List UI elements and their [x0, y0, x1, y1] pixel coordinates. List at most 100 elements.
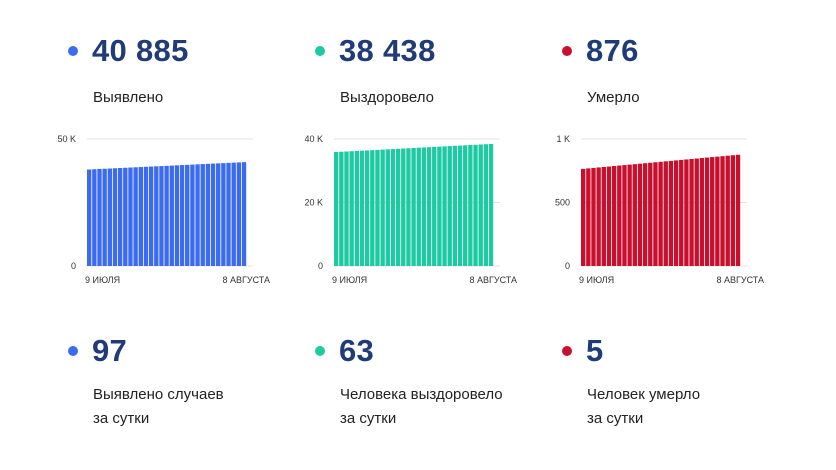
- died-bar: [673, 160, 679, 266]
- recovered-label: Выздоровело: [340, 89, 435, 106]
- detected-bar: [128, 167, 133, 266]
- detected-bar: [138, 167, 143, 266]
- died-bar: [622, 165, 627, 266]
- died-bar: [658, 161, 663, 266]
- recovered-bar: [401, 148, 406, 266]
- detected-bar: [92, 169, 97, 266]
- died-ytick-label: 500: [555, 198, 570, 208]
- recovered-bar: [432, 146, 437, 266]
- recovered-dot-icon: [315, 46, 325, 56]
- detected-ytick-label: 0: [71, 261, 76, 271]
- recovered-daily-label-line1: Человека выздоровело: [340, 386, 503, 403]
- died-bar: [735, 154, 741, 266]
- detected-bar: [210, 163, 216, 266]
- died-bar: [611, 166, 617, 266]
- died-bar: [668, 160, 674, 266]
- detected-bar: [231, 162, 236, 266]
- detected-bar: [159, 166, 164, 266]
- recovered-bar: [344, 151, 349, 266]
- recovered-bar: [339, 151, 344, 266]
- died-bar: [591, 167, 596, 266]
- column-recovered: 38 438 Выздоровело 0 20 K 40 K 9 ИЮЛЯ 8 АВГУ…: [247, 0, 517, 470]
- died-bar: [689, 158, 694, 266]
- detected-daily-label-line2: за сутки: [93, 410, 150, 427]
- recovered-bar: [447, 146, 452, 266]
- recovered-bar: [375, 149, 380, 266]
- recovered-bar: [370, 150, 375, 266]
- recovered-ytick-label: 0: [318, 261, 323, 271]
- detected-xtick-label: 9 ИЮЛЯ: [85, 275, 120, 285]
- died-total: 876: [586, 33, 639, 68]
- recovered-bar: [364, 150, 370, 266]
- died-bar: [606, 166, 612, 266]
- detected-bar: [169, 165, 174, 266]
- detected-bar: [221, 163, 226, 266]
- died-bar: [648, 162, 653, 266]
- died-bar: [699, 158, 705, 266]
- died-bar: [694, 158, 699, 266]
- detected-bar: [200, 164, 205, 266]
- recovered-bar: [395, 148, 401, 266]
- recovered-bar: [354, 150, 360, 266]
- detected-bar: [164, 165, 169, 266]
- detected-ytick-label: 50 K: [57, 134, 76, 144]
- died-dot-icon: [562, 46, 572, 56]
- detected-bar: [87, 169, 92, 266]
- recovered-bar: [406, 148, 411, 266]
- detected-bar: [143, 166, 149, 266]
- died-bar: [725, 155, 730, 266]
- detected-daily-dot-icon: [68, 346, 78, 356]
- detected-bar: [216, 163, 221, 266]
- detected-bar: [185, 164, 190, 266]
- detected-xtick-label: 8 АВГУСТА: [222, 275, 270, 285]
- detected-bar: [179, 165, 185, 266]
- recovered-bar: [385, 149, 390, 266]
- died-daily-value: 5: [586, 333, 604, 368]
- detected-bar: [154, 166, 159, 266]
- died-bar: [720, 156, 725, 266]
- died-ytick-label: 1 K: [556, 134, 570, 144]
- recovered-bar: [359, 150, 365, 266]
- died-xtick-label: 9 ИЮЛЯ: [579, 275, 614, 285]
- detected-bar: [133, 167, 138, 266]
- recovered-bar: [390, 149, 396, 266]
- died-daily-label-line1: Человек умерло: [587, 386, 701, 403]
- recovered-daily-label-line2: за сутки: [340, 410, 397, 427]
- died-bar: [710, 157, 715, 266]
- recovered-bar: [468, 145, 473, 266]
- recovered-bar: [478, 144, 483, 266]
- died-bar: [684, 159, 689, 266]
- recovered-bar: [442, 146, 447, 266]
- detected-bar: [102, 168, 107, 266]
- died-bar: [632, 164, 637, 266]
- died-daily-dot-icon: [562, 346, 572, 356]
- died-bar: [715, 156, 720, 266]
- recovered-total: 38 438: [339, 33, 436, 68]
- died-bar: [586, 168, 591, 266]
- detected-dot-icon: [68, 46, 78, 56]
- recovered-bar: [437, 146, 442, 266]
- detected-bar: [117, 168, 123, 266]
- recovered-bar: [416, 147, 421, 266]
- recovered-xtick-label: 9 ИЮЛЯ: [332, 275, 367, 285]
- recovered-chart: 0 20 K 40 K 9 ИЮЛЯ 8 АВГУСТА: [304, 134, 517, 285]
- died-bar: [730, 155, 736, 266]
- detected-bar: [107, 168, 113, 266]
- detected-bar: [112, 168, 118, 266]
- died-bar: [637, 163, 643, 266]
- detected-bar: [241, 162, 247, 266]
- died-bar: [663, 161, 668, 266]
- died-bar: [653, 162, 658, 266]
- recovered-bar: [349, 151, 354, 266]
- recovered-bar: [457, 145, 463, 266]
- died-ytick-label: 0: [565, 261, 570, 271]
- recovered-bar: [426, 147, 432, 266]
- detected-daily-label-line1: Выявлено случаев: [93, 386, 224, 403]
- died-daily-label-line2: за сутки: [587, 410, 644, 427]
- recovered-ytick-label: 40 K: [304, 134, 323, 144]
- died-bar: [679, 159, 684, 266]
- detected-bar: [205, 163, 211, 266]
- detected-bar: [236, 162, 242, 266]
- detected-bar: [174, 165, 180, 266]
- recovered-bar: [488, 143, 494, 266]
